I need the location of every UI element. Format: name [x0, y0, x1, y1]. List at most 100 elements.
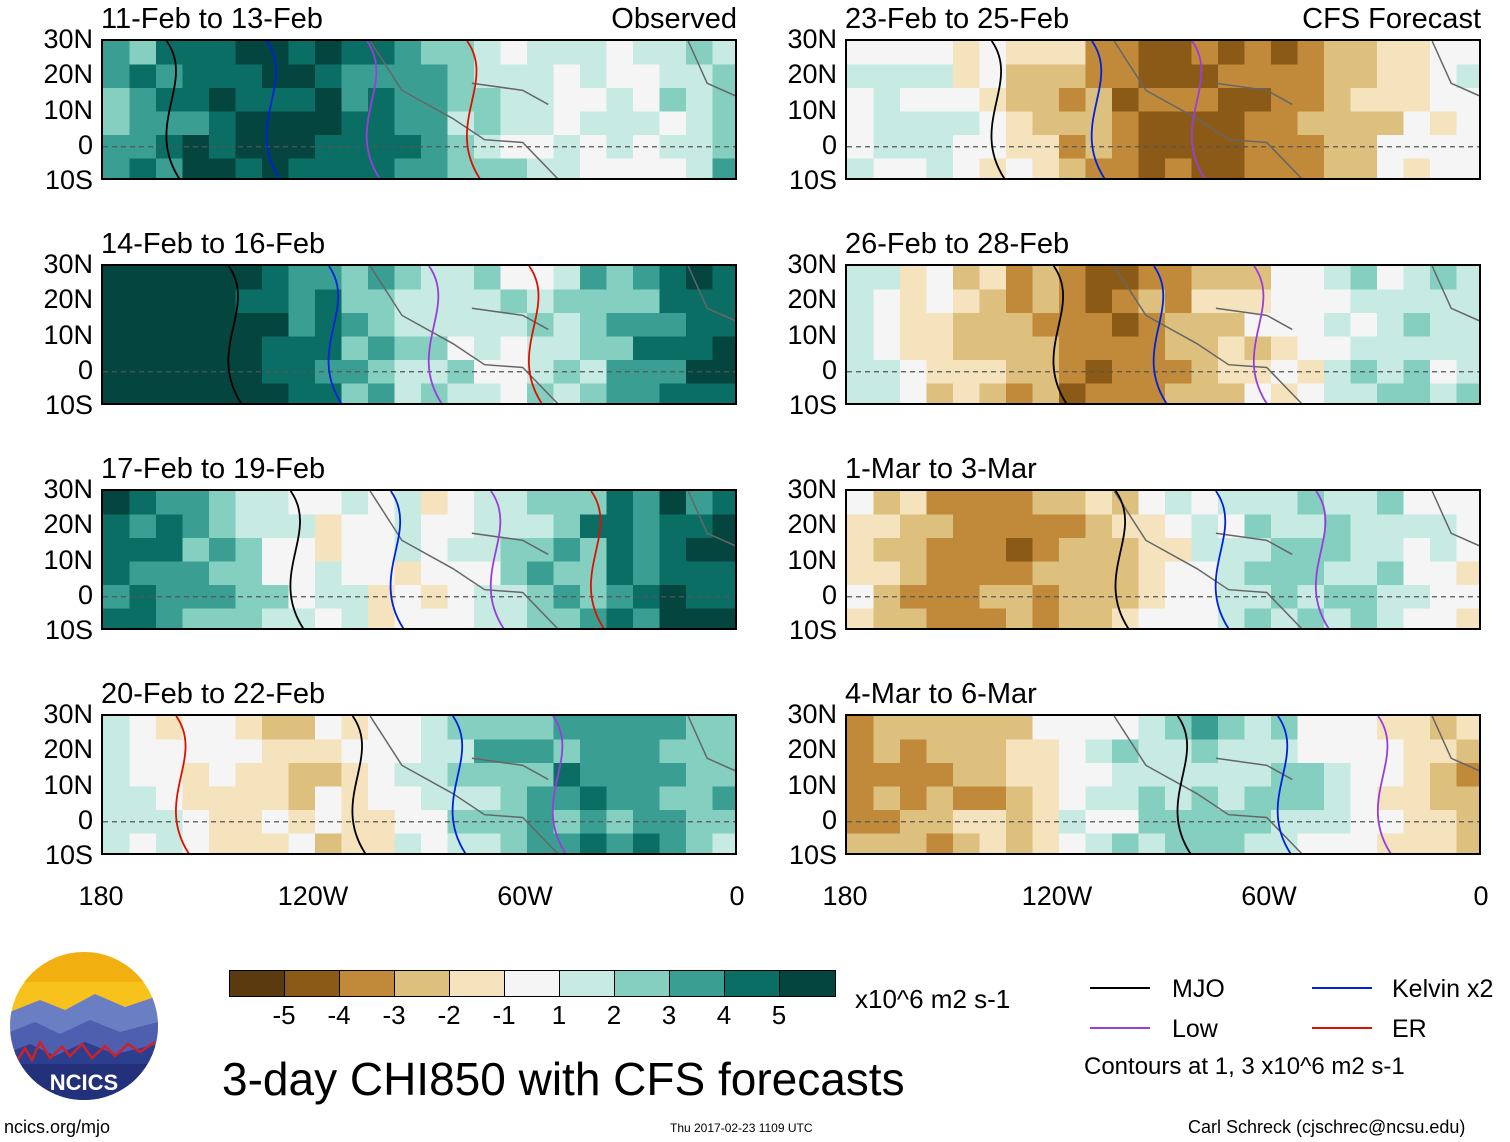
- legend-er-swatch: [1312, 1027, 1372, 1029]
- field-cell: [1165, 289, 1193, 314]
- colorbar-swatch: [615, 971, 670, 996]
- field-cell: [553, 585, 581, 610]
- colorbar-swatch: [230, 971, 285, 996]
- field-cell: [926, 786, 954, 811]
- field-cell: [1244, 88, 1272, 113]
- field-cell: [900, 833, 928, 853]
- field-cell: [1218, 336, 1246, 361]
- field-cell: [633, 608, 661, 628]
- field-cell: [1138, 538, 1166, 563]
- field-cell: [1138, 491, 1166, 516]
- map-panel: [101, 264, 737, 405]
- field-cell: [979, 491, 1007, 516]
- field-cell: [500, 608, 528, 628]
- field-cell: [1006, 158, 1034, 178]
- field-cell: [368, 763, 396, 788]
- field-cell: [262, 313, 290, 338]
- field-cell: [606, 833, 634, 853]
- field-cell: [1244, 538, 1272, 563]
- y-tick-label: 30N: [43, 474, 93, 504]
- field-cell: [633, 158, 661, 178]
- panel-title: 14-Feb to 16-Feb: [101, 228, 326, 260]
- field-cell: [900, 538, 928, 563]
- field-cell: [606, 514, 634, 539]
- field-cell: [394, 313, 422, 338]
- field-cell: [235, 514, 263, 539]
- field-cell: [873, 514, 901, 539]
- y-tick-label: 10N: [787, 319, 837, 350]
- field-cell: [712, 491, 735, 516]
- field-cell: [368, 336, 396, 361]
- field-cell: [1059, 491, 1087, 516]
- field-cell: [953, 289, 981, 314]
- y-tick-label: 20N: [787, 734, 837, 765]
- field-cell: [1138, 266, 1166, 291]
- field-cell: [394, 585, 422, 610]
- field-cell: [1112, 786, 1140, 811]
- footer-link[interactable]: ncics.org/mjo: [4, 1117, 111, 1137]
- field-cell: [500, 158, 528, 178]
- colorbar-tick-label: -3: [382, 1000, 406, 1030]
- field-cell: [527, 289, 555, 314]
- field-cell: [1377, 538, 1405, 563]
- field-cell: [1456, 111, 1479, 136]
- field-cell: [1430, 313, 1458, 338]
- field-cell: [1218, 716, 1246, 741]
- field-cell: [394, 810, 422, 835]
- field-cell: [1218, 135, 1246, 160]
- field-cell: [182, 538, 210, 563]
- field-cell: [474, 561, 502, 586]
- colorbar-tick-label: 1: [551, 1000, 567, 1030]
- field-cell: [421, 64, 449, 89]
- field-cell: [580, 158, 608, 178]
- field-cell: [659, 64, 687, 89]
- field-cell: [1059, 64, 1087, 89]
- field-cell: [129, 786, 157, 811]
- field-cell: [606, 111, 634, 136]
- field-cell: [156, 383, 184, 403]
- field-cell: [1138, 360, 1166, 385]
- field-cell: [953, 383, 981, 403]
- field-cell: [580, 313, 608, 338]
- field-cell: [1324, 786, 1352, 811]
- field-cell: [1218, 561, 1246, 586]
- field-cell: [288, 514, 316, 539]
- field-cell: [847, 383, 875, 403]
- field-cell: [1403, 514, 1431, 539]
- field-cell: [182, 289, 210, 314]
- field-cell: [156, 289, 184, 314]
- contour-kelvin-x2: [451, 716, 467, 853]
- field-cell: [873, 561, 901, 586]
- ncics-logo[interactable]: NCICS: [10, 952, 158, 1100]
- field-cell: [606, 716, 634, 741]
- field-cell: [1456, 383, 1479, 403]
- field-cell: [659, 88, 687, 113]
- field-cell: [1377, 491, 1405, 516]
- field-cell: [873, 313, 901, 338]
- field-cell: [368, 313, 396, 338]
- field-cell: [129, 608, 157, 628]
- field-cell: [1165, 608, 1193, 628]
- field-cell: [262, 266, 290, 291]
- field-cell: [447, 313, 475, 338]
- field-cell: [580, 336, 608, 361]
- field-cell: [1430, 561, 1458, 586]
- field-cell: [1324, 608, 1352, 628]
- field-cell: [712, 135, 735, 160]
- field-cell: [182, 763, 210, 788]
- field-cell: [394, 383, 422, 403]
- field-cell: [1244, 561, 1272, 586]
- field-cell: [1006, 561, 1034, 586]
- field-cell: [926, 158, 954, 178]
- field-cell: [1191, 41, 1219, 66]
- field-cell: [926, 64, 954, 89]
- field-cell: [926, 313, 954, 338]
- field-cell: [926, 289, 954, 314]
- field-cell: [1191, 360, 1219, 385]
- field-cell: [847, 64, 875, 89]
- panel-title: 4-Mar to 6-Mar: [845, 678, 1037, 710]
- field-cell: [979, 608, 1007, 628]
- field-cell: [500, 64, 528, 89]
- field-cell: [209, 111, 237, 136]
- field-cell: [235, 561, 263, 586]
